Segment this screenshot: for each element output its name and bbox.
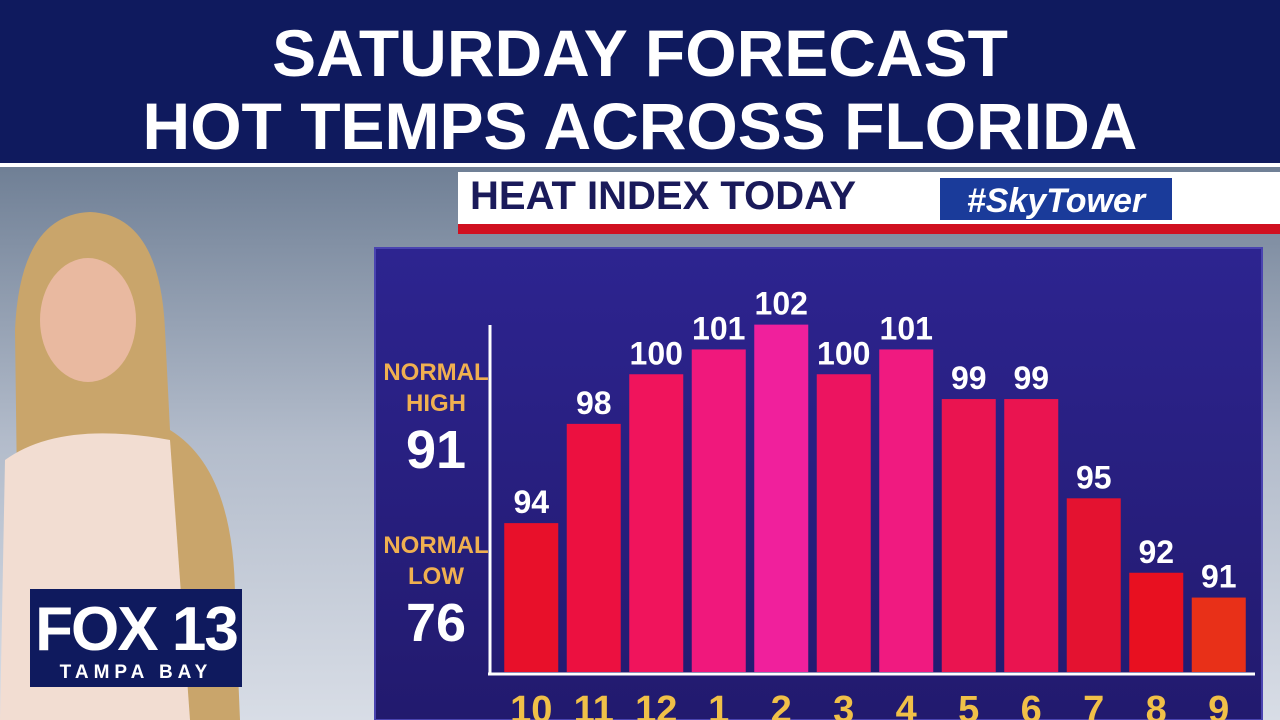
bars: 9410981110012101110221003101499599695792… [504, 286, 1246, 720]
x-tick-label: 10 [510, 689, 552, 720]
value-label: 98 [576, 385, 612, 421]
x-tick-label: 11 [574, 689, 614, 720]
logo-box [30, 589, 242, 687]
bar [941, 399, 996, 672]
brand: #SkyTower [967, 182, 1147, 220]
x-tick-label: 7 [1083, 689, 1104, 720]
bar [1066, 498, 1121, 672]
brand-badge [940, 178, 1172, 220]
value-label: 101 [692, 310, 745, 346]
bar [1004, 399, 1059, 672]
bar [1129, 572, 1184, 672]
value-label: 91 [1201, 559, 1237, 595]
headline-banner [0, 0, 1280, 165]
chart-title: HEAT INDEX TODAY [470, 174, 856, 218]
bar [504, 523, 559, 672]
normals: NORMAL HIGH 91 NORMAL LOW 76 [383, 359, 488, 653]
chart-header-stripe [458, 224, 1280, 234]
x-tick-label: 8 [1146, 689, 1167, 720]
value-label: 94 [513, 484, 549, 520]
bar [629, 374, 684, 672]
logo-name: FOX 13 [35, 595, 237, 664]
value-label: 100 [817, 335, 870, 371]
value-label: 95 [1076, 459, 1112, 495]
bar [691, 349, 746, 672]
normal-label: HIGH [406, 390, 466, 417]
bar [566, 423, 621, 672]
normal-value: 76 [406, 593, 466, 653]
normal-label: NORMAL [383, 359, 488, 386]
banner-rule [0, 163, 1280, 167]
bar [754, 324, 809, 672]
value-label: 92 [1138, 534, 1174, 570]
x-tick-label: 5 [958, 689, 979, 720]
normal-value: 91 [406, 420, 466, 480]
bar [1191, 597, 1246, 672]
normal-label: LOW [408, 563, 464, 590]
logo-sub: TAMPA BAY [60, 662, 213, 683]
value-label: 101 [880, 310, 933, 346]
x-tick-label: 1 [708, 689, 729, 720]
normal-label: NORMAL [383, 532, 488, 559]
headline: HOT TEMPS ACROSS FLORIDA [143, 89, 1138, 163]
value-label: 102 [755, 286, 808, 322]
value-label: 99 [951, 360, 987, 396]
x-tick-label: 9 [1208, 689, 1229, 720]
x-tick-label: 4 [896, 689, 917, 720]
x-tick-label: 2 [771, 689, 792, 720]
value-label: 99 [1013, 360, 1049, 396]
bar [879, 349, 934, 672]
headline: SATURDAY FORECAST [272, 16, 1008, 90]
bar [816, 374, 871, 672]
value-label: 100 [630, 335, 683, 371]
x-tick-label: 12 [635, 689, 677, 720]
x-tick-label: 3 [833, 689, 854, 720]
x-tick-label: 6 [1021, 689, 1042, 720]
